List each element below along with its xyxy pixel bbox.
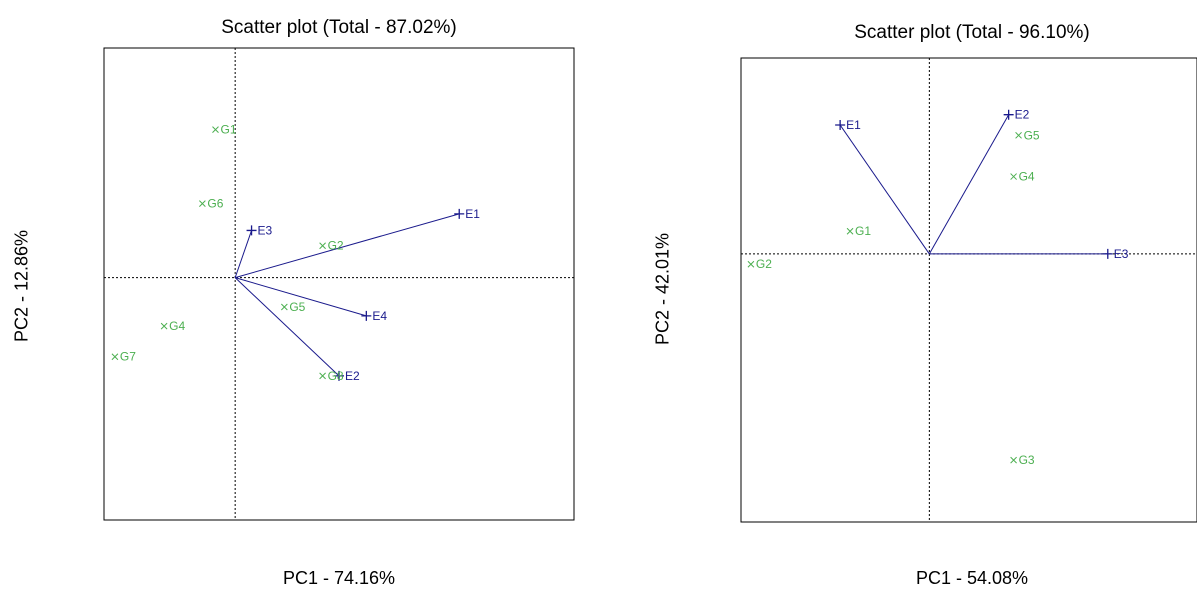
label-e4: E4 xyxy=(372,309,387,323)
label-g8: G8 xyxy=(328,369,344,383)
biplot-plot-area: E1 E2 E3 G1 G2 G3 G4 G5 xyxy=(740,57,1197,523)
label-g7: G7 xyxy=(120,350,136,364)
point-e4 xyxy=(361,310,372,321)
y-axis-label: PC2 - 42.01% xyxy=(652,232,673,346)
point-e1 xyxy=(835,120,846,131)
label-g2: G2 xyxy=(328,239,344,253)
point-g5 xyxy=(1015,131,1022,139)
point-e2 xyxy=(334,370,344,381)
chart-title: Scatter plot (Total - 96.10%) xyxy=(854,22,1090,43)
label-e3: E3 xyxy=(258,223,273,237)
label-g1: G1 xyxy=(855,224,871,238)
point-g4 xyxy=(1010,173,1017,180)
label-e1: E1 xyxy=(465,207,480,221)
label-e3: E3 xyxy=(1114,247,1129,261)
plot-frame xyxy=(103,47,575,521)
x-axis-label: PC1 - 54.08% xyxy=(915,568,1029,588)
label-g6: G6 xyxy=(207,197,223,211)
y-axis-label: PC2 - 12.86% xyxy=(11,229,32,343)
vector-e1 xyxy=(235,213,460,279)
point-g8 xyxy=(319,372,326,380)
vector-e3 xyxy=(234,230,253,278)
label-e2: E2 xyxy=(345,369,360,383)
vector-e1 xyxy=(839,124,930,255)
label-g1: G1 xyxy=(220,123,236,137)
point-g1 xyxy=(846,227,854,235)
point-e3 xyxy=(246,225,257,236)
vector-e4 xyxy=(235,277,367,317)
point-g5 xyxy=(280,303,288,311)
point-e3 xyxy=(1102,248,1113,259)
vector-e2 xyxy=(928,114,1010,255)
label-g4: G4 xyxy=(1019,170,1035,184)
point-g4 xyxy=(160,322,168,330)
x-axis-label: PC1 - 74.16% xyxy=(282,568,396,588)
point-g6 xyxy=(199,200,206,207)
vector-e2 xyxy=(234,277,340,377)
point-g2 xyxy=(747,260,755,268)
plot-frame xyxy=(740,57,1197,523)
label-g3: G3 xyxy=(1019,453,1035,467)
point-e1 xyxy=(454,208,465,219)
label-e2: E2 xyxy=(1015,108,1030,122)
label-g4: G4 xyxy=(169,319,185,333)
point-e2 xyxy=(1003,109,1014,120)
label-g5: G5 xyxy=(289,300,305,314)
label-g2: G2 xyxy=(756,257,772,271)
point-g2 xyxy=(319,242,326,250)
point-g7 xyxy=(111,353,119,361)
point-g1 xyxy=(212,126,219,133)
label-g5: G5 xyxy=(1024,128,1040,142)
biplot-panel-2: Scatter plot (Total - 96.10%) E1 E2 E3 G1 G2… xyxy=(600,0,1197,596)
biplot-plot-area: E1 E2 E3 E4 G1 G2 G4 G5 G6 G7 G8 xyxy=(103,47,575,521)
point-g3 xyxy=(1010,456,1017,464)
label-e1: E1 xyxy=(846,118,861,132)
chart-title: Scatter plot (Total - 87.02%) xyxy=(221,17,457,38)
biplot-panel-1: Scatter plot (Total - 87.02%) E1 E2 E3 E4 G1… xyxy=(11,17,575,588)
